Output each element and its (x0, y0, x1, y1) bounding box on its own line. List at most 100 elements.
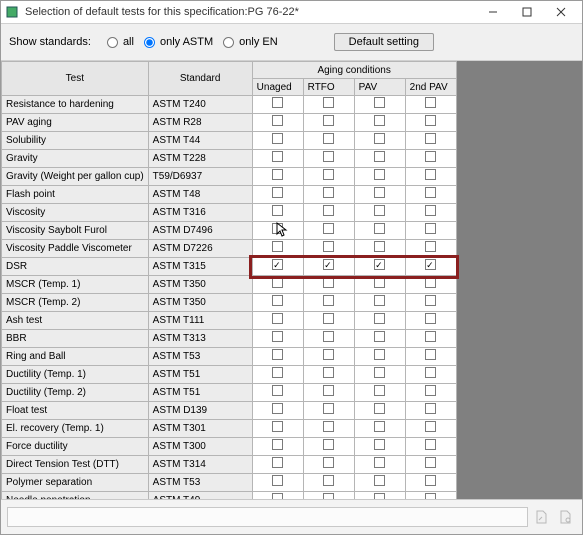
table-row[interactable]: MSCR (Temp. 2)ASTM T350 (2, 294, 457, 312)
checkbox-icon[interactable] (425, 241, 436, 252)
checkbox-icon[interactable] (374, 331, 385, 342)
cell-checkbox[interactable] (252, 96, 303, 114)
radio-only-en[interactable]: only EN (223, 36, 278, 48)
checkbox-icon[interactable] (425, 457, 436, 468)
cell-checkbox[interactable] (354, 186, 405, 204)
checkbox-icon[interactable] (272, 169, 283, 180)
checkbox-icon[interactable] (374, 205, 385, 216)
cell-checkbox[interactable] (405, 402, 456, 420)
cell-checkbox[interactable] (252, 294, 303, 312)
cell-checkbox[interactable] (252, 366, 303, 384)
cell-checkbox[interactable] (405, 312, 456, 330)
checkbox-icon[interactable] (425, 115, 436, 126)
close-button[interactable] (544, 2, 578, 22)
checkbox-icon[interactable] (272, 295, 283, 306)
cell-checkbox[interactable] (303, 114, 354, 132)
table-row[interactable]: Ductility (Temp. 1)ASTM T51 (2, 366, 457, 384)
checkbox-icon[interactable] (272, 259, 283, 270)
cell-checkbox[interactable] (405, 456, 456, 474)
cell-checkbox[interactable] (252, 420, 303, 438)
cell-checkbox[interactable] (303, 168, 354, 186)
checkbox-icon[interactable] (425, 205, 436, 216)
checkbox-icon[interactable] (323, 133, 334, 144)
cell-checkbox[interactable] (303, 204, 354, 222)
checkbox-icon[interactable] (374, 439, 385, 450)
checkbox-icon[interactable] (272, 115, 283, 126)
cell-checkbox[interactable] (303, 384, 354, 402)
col-standard-header[interactable]: Standard (148, 62, 252, 96)
maximize-button[interactable] (510, 2, 544, 22)
cell-checkbox[interactable] (354, 132, 405, 150)
cell-checkbox[interactable] (252, 276, 303, 294)
cell-checkbox[interactable] (303, 240, 354, 258)
checkbox-icon[interactable] (425, 493, 436, 499)
checkbox-icon[interactable] (374, 259, 385, 270)
cell-checkbox[interactable] (252, 456, 303, 474)
cell-checkbox[interactable] (354, 402, 405, 420)
cell-checkbox[interactable] (354, 438, 405, 456)
cell-checkbox[interactable] (405, 150, 456, 168)
cell-checkbox[interactable] (405, 366, 456, 384)
table-row[interactable]: Direct Tension Test (DTT)ASTM T314 (2, 456, 457, 474)
cell-checkbox[interactable] (405, 348, 456, 366)
table-row[interactable]: Gravity (Weight per gallon cup)T59/D6937 (2, 168, 457, 186)
cell-checkbox[interactable] (405, 384, 456, 402)
checkbox-icon[interactable] (323, 151, 334, 162)
table-row[interactable]: Viscosity Saybolt FurolASTM D7496 (2, 222, 457, 240)
cell-checkbox[interactable] (252, 222, 303, 240)
checkbox-icon[interactable] (272, 187, 283, 198)
checkbox-icon[interactable] (272, 241, 283, 252)
cell-checkbox[interactable] (252, 312, 303, 330)
cell-checkbox[interactable] (303, 420, 354, 438)
cell-checkbox[interactable] (303, 456, 354, 474)
checkbox-icon[interactable] (323, 475, 334, 486)
cell-checkbox[interactable] (252, 402, 303, 420)
cell-checkbox[interactable] (303, 438, 354, 456)
checkbox-icon[interactable] (323, 331, 334, 342)
cell-checkbox[interactable] (354, 276, 405, 294)
table-row[interactable]: Flash pointASTM T48 (2, 186, 457, 204)
checkbox-icon[interactable] (374, 421, 385, 432)
checkbox-icon[interactable] (323, 349, 334, 360)
checkbox-icon[interactable] (272, 331, 283, 342)
cell-checkbox[interactable] (354, 222, 405, 240)
checkbox-icon[interactable] (374, 313, 385, 324)
cell-checkbox[interactable] (354, 168, 405, 186)
cell-checkbox[interactable] (354, 348, 405, 366)
table-row[interactable]: Ash testASTM T111 (2, 312, 457, 330)
cell-checkbox[interactable] (252, 114, 303, 132)
cell-checkbox[interactable] (354, 366, 405, 384)
cell-checkbox[interactable] (405, 420, 456, 438)
checkbox-icon[interactable] (323, 295, 334, 306)
checkbox-icon[interactable] (323, 205, 334, 216)
checkbox-icon[interactable] (425, 295, 436, 306)
cell-checkbox[interactable] (303, 312, 354, 330)
checkbox-icon[interactable] (425, 385, 436, 396)
cell-checkbox[interactable] (354, 474, 405, 492)
checkbox-icon[interactable] (425, 313, 436, 324)
checkbox-icon[interactable] (272, 439, 283, 450)
checkbox-icon[interactable] (272, 223, 283, 234)
table-row[interactable]: ViscosityASTM T316 (2, 204, 457, 222)
cell-checkbox[interactable] (303, 132, 354, 150)
checkbox-icon[interactable] (374, 403, 385, 414)
cell-checkbox[interactable] (303, 258, 354, 276)
cell-checkbox[interactable] (405, 240, 456, 258)
cell-checkbox[interactable] (405, 438, 456, 456)
checkbox-icon[interactable] (272, 475, 283, 486)
checkbox-icon[interactable] (272, 349, 283, 360)
checkbox-icon[interactable] (425, 277, 436, 288)
checkbox-icon[interactable] (374, 241, 385, 252)
checkbox-icon[interactable] (374, 385, 385, 396)
table-row[interactable]: Ductility (Temp. 2)ASTM T51 (2, 384, 457, 402)
checkbox-icon[interactable] (374, 457, 385, 468)
checkbox-icon[interactable] (323, 259, 334, 270)
default-setting-button[interactable]: Default setting (334, 33, 434, 51)
checkbox-icon[interactable] (272, 97, 283, 108)
cell-checkbox[interactable] (252, 330, 303, 348)
cell-checkbox[interactable] (405, 222, 456, 240)
cell-checkbox[interactable] (354, 258, 405, 276)
checkbox-icon[interactable] (425, 439, 436, 450)
cell-checkbox[interactable] (303, 186, 354, 204)
cell-checkbox[interactable] (354, 204, 405, 222)
